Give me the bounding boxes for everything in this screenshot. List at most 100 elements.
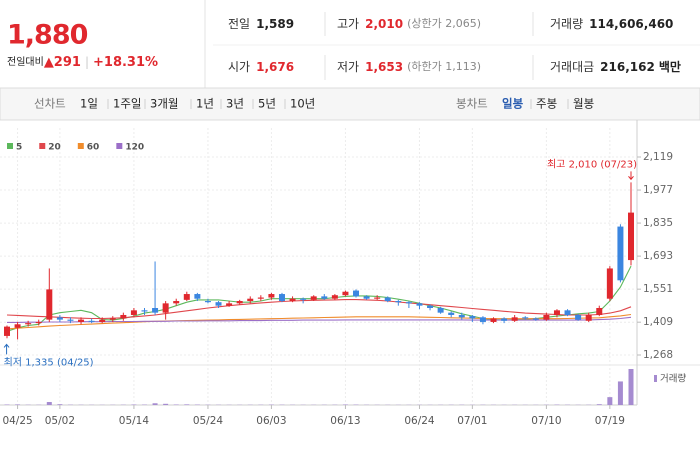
moving-average-line [6, 299, 632, 320]
separator: | [85, 55, 89, 69]
candle-body [553, 310, 560, 315]
candle-body [109, 318, 116, 320]
volume-legend: 거래량 [660, 373, 686, 385]
volume-legend-swatch [654, 375, 657, 382]
candle-body [532, 318, 539, 320]
period-button[interactable]: 1년 [196, 97, 214, 111]
info-value: 1,653 [365, 60, 403, 74]
candle-body [331, 295, 338, 299]
candle-body [226, 303, 233, 306]
info-label: 저가 [337, 60, 359, 74]
candle-period-button[interactable]: 일봉 [502, 97, 524, 111]
info-value: 2,010 [365, 17, 403, 31]
candle-body [511, 317, 518, 321]
legend-swatch [77, 143, 84, 149]
candle-body [427, 305, 434, 309]
candle-body [67, 319, 74, 321]
candle-body [575, 314, 582, 320]
x-tick-label: 05/02 [45, 415, 75, 427]
candle-body [416, 303, 423, 306]
candle-body [479, 317, 486, 322]
period-button[interactable]: 10년 [290, 97, 315, 111]
legend-label: 120 [125, 143, 144, 153]
candle-period-button[interactable]: 월봉 [573, 97, 594, 111]
candle-body [99, 319, 106, 322]
toolbar-label: 선차트 [34, 97, 66, 111]
info-note: (상한가 2,065) [407, 17, 481, 30]
candle-body [501, 318, 508, 321]
info-label: 시가 [228, 60, 250, 74]
candle-body [236, 301, 243, 304]
low-annotation: 최저 1,335 (04/25) [4, 356, 94, 368]
x-tick-label: 04/25 [2, 415, 32, 427]
candle-body [405, 302, 412, 304]
y-tick-label: 1,409 [643, 316, 673, 328]
info-item: 전일 1,589 [228, 17, 294, 31]
candle-body [130, 310, 137, 315]
y-tick-label: 1,693 [643, 250, 673, 262]
volume-bar [152, 403, 158, 405]
legend-swatch [7, 143, 13, 149]
candle-body [215, 302, 222, 306]
candle-body [564, 310, 571, 315]
volume-bar [57, 404, 63, 405]
period-button[interactable]: 3년 [226, 97, 244, 111]
candle-body [448, 312, 455, 315]
candle-body [14, 324, 21, 328]
info-value: 1,676 [256, 60, 294, 74]
candle-body [35, 321, 42, 324]
info-item: 저가 1,653 (하한가 1,113) [337, 59, 481, 74]
y-tick-label: 1,551 [643, 283, 673, 295]
candle-body [4, 326, 10, 336]
candle-body [490, 318, 497, 322]
candle-body [469, 316, 476, 319]
candle-body [247, 298, 254, 302]
current-price: 1,880 [7, 20, 88, 51]
candle-body [363, 296, 370, 299]
volume-bar [15, 404, 21, 405]
period-button[interactable]: 1일 [80, 97, 98, 111]
legend-swatch [116, 143, 123, 149]
candle-body [289, 298, 296, 302]
candle-period-button[interactable]: 주봉 [536, 97, 557, 111]
info-item: 거래대금 216,162 백만 [550, 59, 681, 74]
volume-bar [184, 404, 190, 405]
y-tick-label: 1,268 [643, 349, 673, 361]
candle-body [204, 301, 211, 303]
candle-body [120, 314, 127, 319]
x-tick-label: 07/19 [595, 415, 625, 427]
volume-bar [607, 397, 613, 405]
low-arrow [3, 343, 10, 355]
candle-body [162, 303, 169, 313]
volume-bar [617, 381, 623, 405]
y-tick-label: 1,835 [643, 217, 673, 229]
period-button[interactable]: 3개월 [150, 97, 178, 111]
period-button[interactable]: 1주일 [113, 97, 141, 111]
moving-average-line [7, 316, 632, 323]
info-label: 거래량 [550, 17, 583, 31]
x-tick-label: 06/13 [330, 415, 360, 427]
y-tick-label: 2,119 [643, 151, 673, 163]
candle-body [395, 301, 402, 303]
candle-body [384, 297, 391, 302]
candle-body [628, 212, 634, 261]
candle-body [141, 310, 148, 312]
period-button[interactable]: 5년 [258, 97, 276, 111]
legend-label: 5 [16, 143, 22, 153]
info-label: 고가 [337, 17, 359, 31]
candle-body [310, 296, 317, 300]
candle-body [257, 297, 264, 299]
candle-body [152, 308, 159, 313]
candle-body [585, 314, 592, 321]
moving-average-line [6, 313, 632, 330]
volume-bar [628, 369, 634, 405]
info-item: 거래량 114,606,460 [550, 17, 673, 31]
candle-body [617, 226, 624, 281]
toolbar-label: 봉차트 [456, 97, 488, 111]
candle-body [596, 308, 603, 315]
legend-swatch [39, 143, 46, 149]
info-unit: 백만 [659, 59, 681, 74]
